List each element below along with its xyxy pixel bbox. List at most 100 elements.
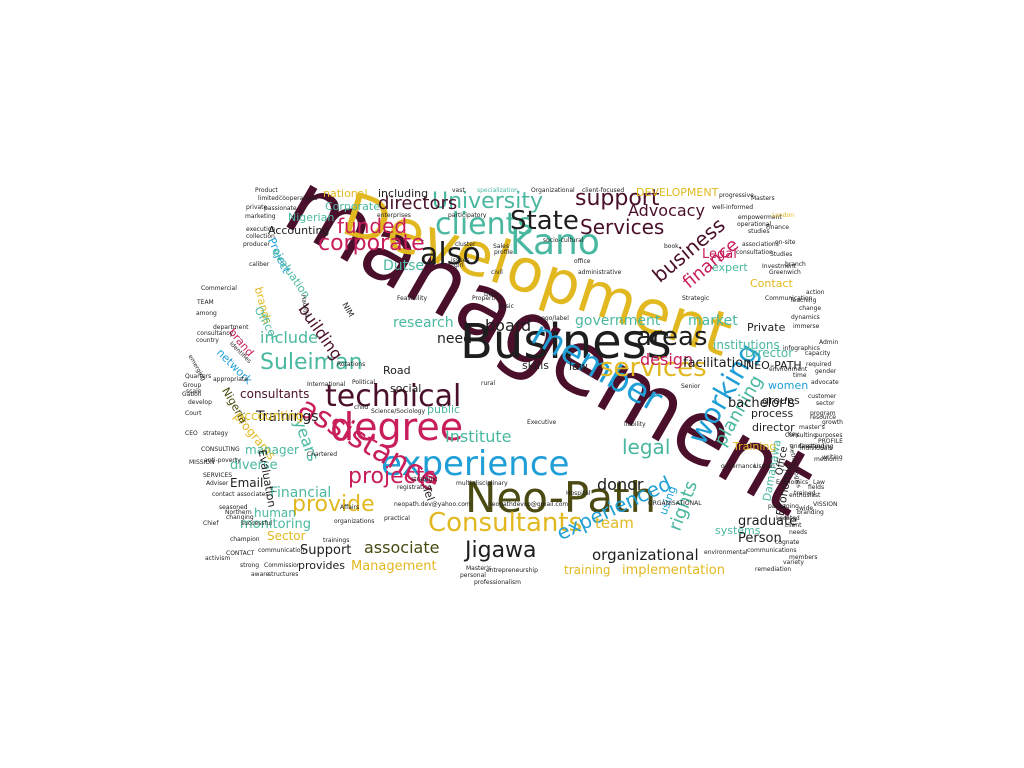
cloud-word: trainings bbox=[323, 537, 350, 544]
cloud-word: book bbox=[664, 243, 679, 250]
cloud-word: communication bbox=[258, 547, 305, 554]
cloud-word: champion bbox=[230, 536, 260, 543]
cloud-word: contact bbox=[212, 491, 235, 498]
cloud-word: including bbox=[378, 187, 429, 200]
cloud-word: legal bbox=[622, 435, 671, 459]
cloud-word: monitoring bbox=[240, 517, 311, 532]
cloud-word: diverse bbox=[230, 458, 278, 473]
cloud-word: aware bbox=[251, 571, 270, 578]
cloud-word: include bbox=[260, 328, 318, 347]
cloud-word: cooperatives bbox=[279, 195, 318, 202]
cloud-word: VISSION bbox=[813, 501, 838, 508]
cloud-word: donor bbox=[597, 475, 644, 494]
cloud-word: PROFILE bbox=[818, 438, 843, 445]
cloud-word: fields bbox=[808, 484, 825, 491]
cloud-word: accounting bbox=[237, 409, 304, 423]
cloud-word: Quarters bbox=[185, 373, 212, 380]
cloud-word: design bbox=[640, 350, 694, 369]
cloud-word: directors bbox=[378, 193, 458, 214]
cloud-word: support bbox=[575, 186, 660, 211]
cloud-word: human bbox=[254, 506, 296, 520]
cloud-word: medium bbox=[814, 456, 839, 463]
cloud-word: trained bbox=[794, 490, 816, 497]
cloud-word: growth bbox=[822, 419, 843, 426]
cloud-word: experience bbox=[381, 444, 570, 484]
cloud-word: need bbox=[437, 331, 472, 347]
cloud-word: consultancy bbox=[197, 330, 234, 337]
cloud-word: vast bbox=[452, 187, 465, 194]
cloud-word: on-site bbox=[775, 239, 796, 246]
cloud-word: CONTACT bbox=[226, 550, 255, 557]
cloud-word: Management bbox=[351, 559, 437, 574]
cloud-word: practical bbox=[384, 515, 410, 522]
cloud-word: Road bbox=[383, 364, 411, 377]
cloud-word: limited bbox=[258, 195, 279, 202]
cloud-word: Organizational bbox=[531, 187, 575, 194]
cloud-word: Logo/label bbox=[538, 315, 569, 322]
cloud-word: Feasibility bbox=[397, 295, 427, 302]
cloud-word: personal bbox=[460, 572, 486, 579]
cloud-word: training bbox=[564, 563, 611, 577]
cloud-word: environmental bbox=[704, 549, 748, 556]
cloud-word: Consultants bbox=[428, 508, 583, 538]
cloud-word: specialization bbox=[477, 187, 518, 194]
cloud-word: women bbox=[768, 379, 809, 392]
cloud-word: board bbox=[485, 316, 532, 335]
cloud-word: areas bbox=[636, 322, 708, 352]
cloud-word: International bbox=[307, 381, 346, 388]
cloud-word: needs bbox=[789, 529, 808, 536]
cloud-word: neopathdevco@gmail.com bbox=[488, 501, 569, 508]
cloud-word: capacity bbox=[805, 350, 831, 357]
cloud-word: process bbox=[751, 407, 794, 420]
cloud-word: Director bbox=[745, 346, 794, 360]
cloud-word: London bbox=[772, 212, 794, 219]
cloud-word: technical bbox=[325, 379, 462, 414]
cloud-word: Court bbox=[185, 410, 202, 417]
cloud-word: sector bbox=[816, 400, 835, 407]
cloud-word: Greenwich bbox=[769, 269, 801, 276]
cloud-word: CEO bbox=[185, 430, 198, 437]
cloud-word: enterprises bbox=[377, 212, 411, 219]
cloud-word: socio-cultural bbox=[543, 237, 584, 244]
cloud-word: neopath.dev@yahoo.com bbox=[394, 501, 471, 508]
cloud-word: team bbox=[595, 514, 634, 532]
cloud-word: client-focused bbox=[582, 187, 625, 194]
cloud-word: Basic bbox=[498, 303, 514, 310]
cloud-word: studies bbox=[748, 228, 770, 235]
cloud-word: Master's bbox=[466, 565, 492, 572]
cloud-word: marketing bbox=[245, 213, 276, 220]
cloud-word: Properties bbox=[472, 295, 503, 302]
cloud-word: enthusiast bbox=[789, 492, 821, 499]
cloud-word: appropriate bbox=[213, 376, 248, 383]
cloud-word: program bbox=[810, 410, 836, 417]
cloud-word: Masters bbox=[751, 195, 775, 202]
cloud-word: governance bbox=[721, 463, 757, 470]
cloud-word: graduate bbox=[738, 514, 798, 529]
cloud-word: action bbox=[806, 289, 825, 296]
cloud-word: immerse bbox=[793, 323, 820, 330]
cloud-word: provides bbox=[298, 559, 346, 572]
cloud-word: advocate bbox=[811, 379, 839, 386]
cloud-word: clients bbox=[435, 207, 534, 242]
cloud-word: Nigerian bbox=[288, 211, 335, 224]
cloud-word: producer bbox=[243, 241, 270, 248]
cloud-word: understanding bbox=[790, 443, 834, 450]
cloud-word: branding bbox=[797, 509, 824, 516]
cloud-word: corporate bbox=[318, 231, 425, 256]
cloud-word: Advocacy bbox=[628, 201, 705, 220]
cloud-word: branch bbox=[785, 261, 806, 268]
cloud-word: seasoned bbox=[219, 504, 248, 511]
cloud-word: Legal bbox=[702, 247, 737, 262]
cloud-word: Officer bbox=[251, 304, 282, 343]
cloud-word: successful bbox=[241, 520, 273, 527]
cloud-word: Group bbox=[183, 382, 202, 389]
cloud-word: caliber bbox=[249, 261, 270, 268]
cloud-word: professionalism bbox=[474, 579, 521, 586]
cloud-word: wide bbox=[799, 505, 814, 512]
cloud-word: Product bbox=[255, 187, 278, 194]
cloud-word: registration bbox=[397, 484, 432, 491]
cloud-word: infographics bbox=[783, 345, 820, 352]
cloud-word: Law bbox=[813, 479, 825, 486]
cloud-word: Business bbox=[460, 314, 672, 370]
